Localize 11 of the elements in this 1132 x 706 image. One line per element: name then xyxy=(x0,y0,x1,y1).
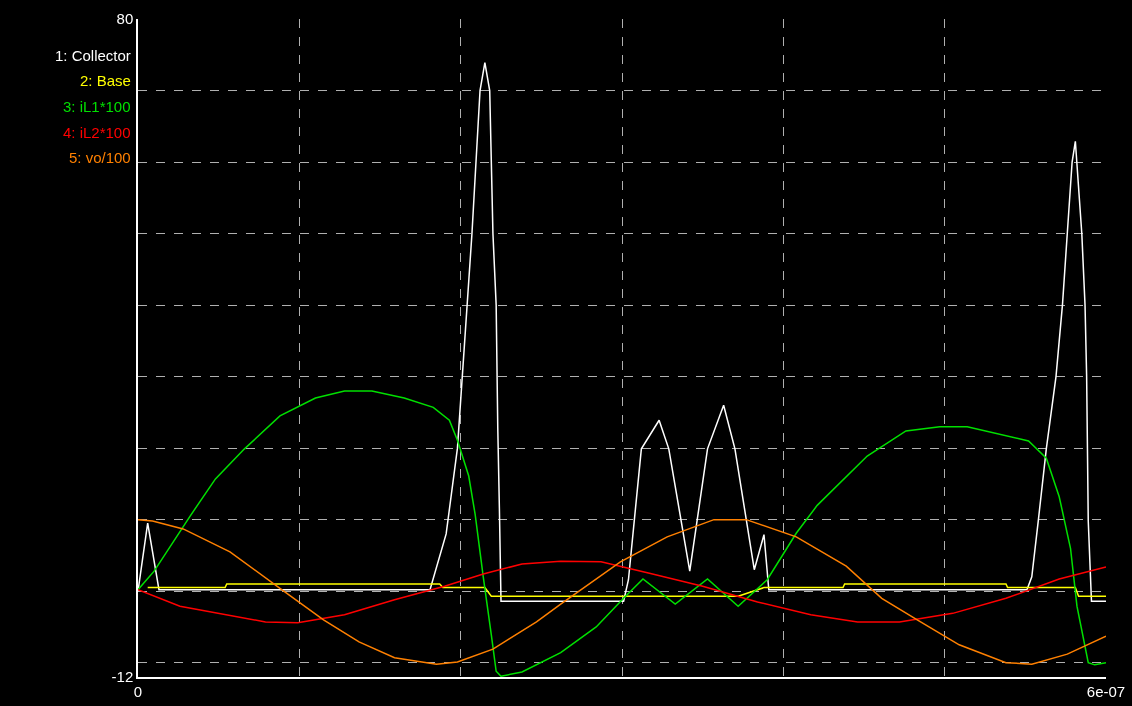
y-tick-label: 80 xyxy=(116,10,134,28)
x-tick-label: 0 xyxy=(133,682,143,700)
text: 2: Base xyxy=(80,72,131,89)
line-series xyxy=(138,560,1106,624)
line-series xyxy=(138,518,1106,665)
text: 5: vo/100 xyxy=(69,149,131,166)
text: 4: iL2*100 xyxy=(63,124,131,141)
x-tick-label: 6e-07 xyxy=(1086,682,1126,700)
text: 1: Collector xyxy=(55,47,131,64)
text: 3: iL1*100 xyxy=(63,98,131,115)
y-tick-label: -12 xyxy=(111,668,134,686)
